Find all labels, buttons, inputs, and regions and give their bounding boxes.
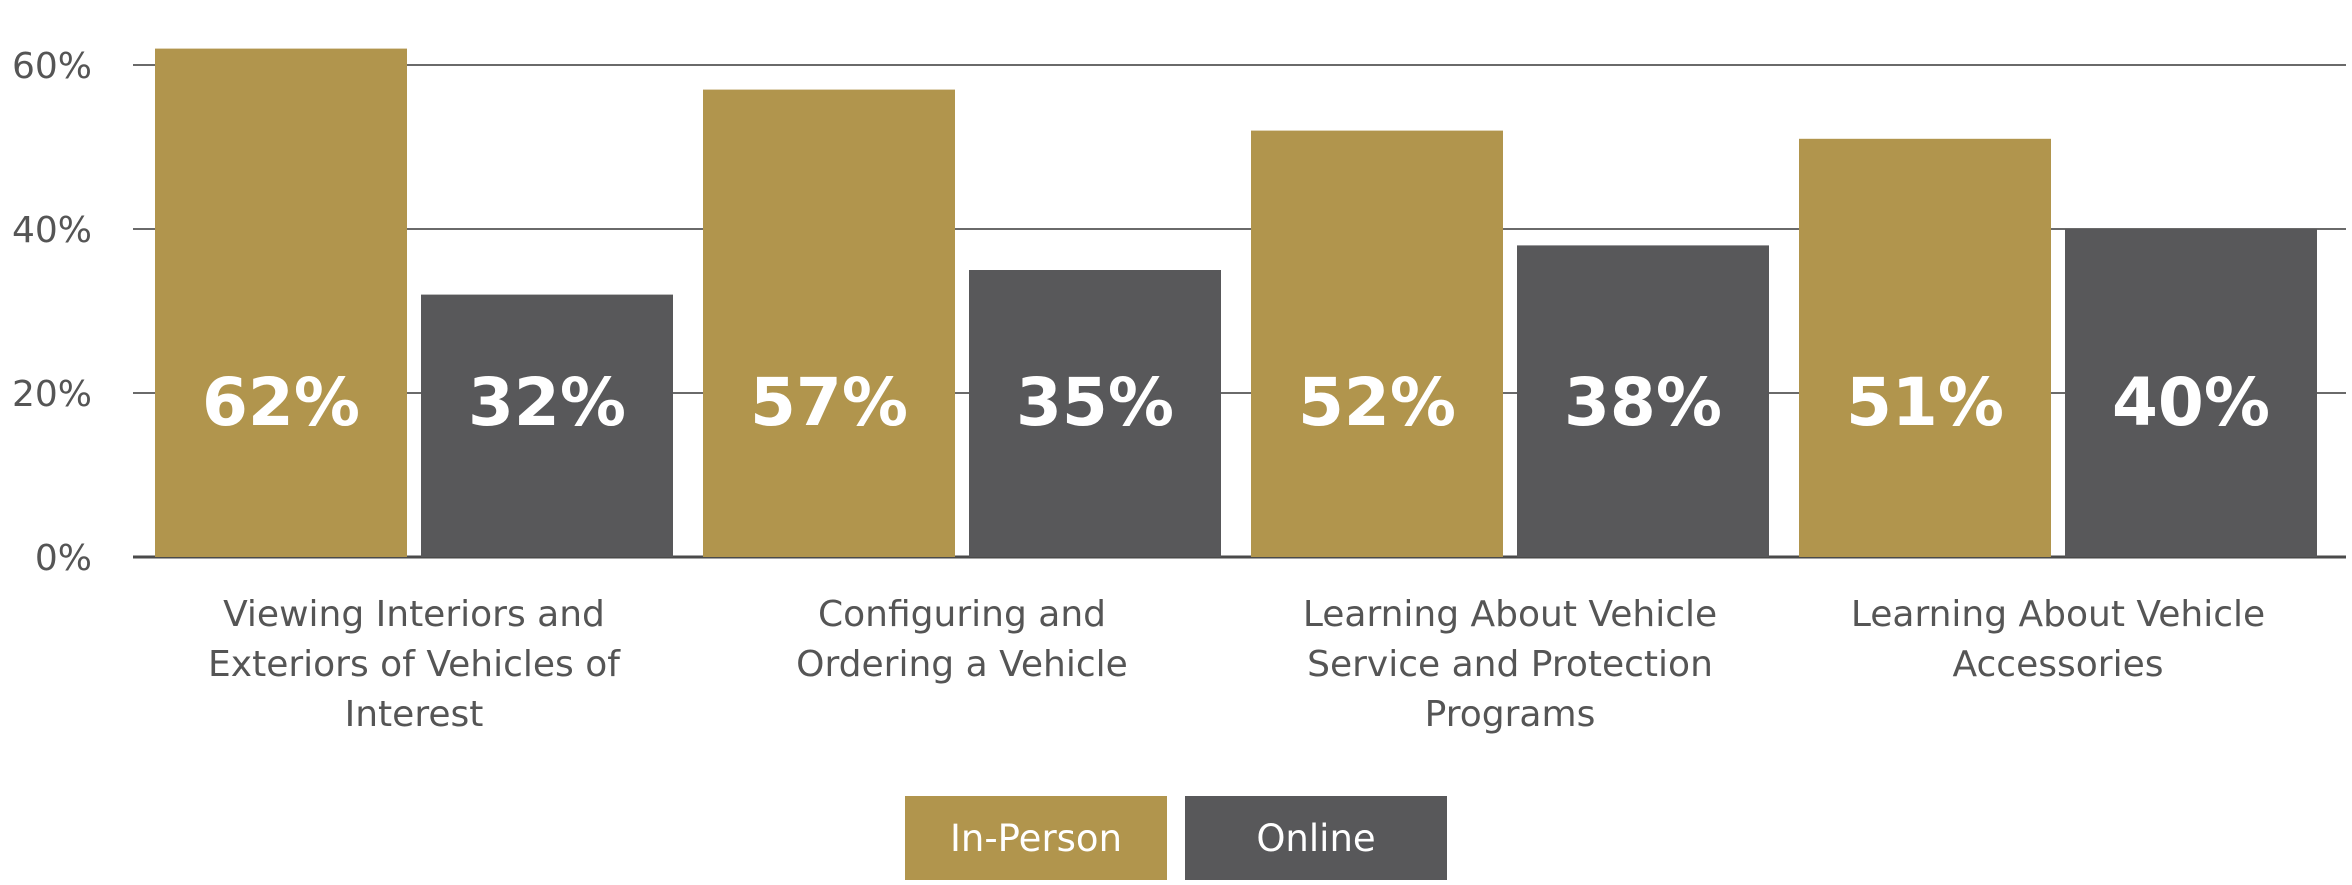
legend-item-online: Online bbox=[1185, 796, 1447, 880]
y-tick-label: 60% bbox=[12, 46, 92, 87]
bar-chart: 0% 20% 40% 60% 62% 32% Viewing Interiors and Ex… bbox=[12, 46, 2346, 735]
bar-online bbox=[969, 270, 1221, 557]
category-label: Learning About Vehicle bbox=[1303, 594, 1717, 635]
category-label: Service and Protection bbox=[1307, 644, 1713, 685]
bar-value-label: 57% bbox=[750, 364, 908, 441]
category-label: Ordering a Vehicle bbox=[796, 644, 1128, 685]
bar-value-label: 62% bbox=[202, 364, 360, 441]
legend-label-in-person: In-Person bbox=[949, 816, 1123, 860]
category-label: Exteriors of Vehicles of bbox=[208, 644, 621, 685]
category-label: Interest bbox=[345, 694, 484, 735]
legend: In-Person Online bbox=[0, 796, 2352, 880]
category-label: Configuring and bbox=[818, 594, 1106, 635]
legend-item-in-person: In-Person bbox=[905, 796, 1167, 880]
bar-online bbox=[1517, 245, 1769, 557]
y-tick-label: 40% bbox=[12, 210, 92, 251]
y-tick-label: 0% bbox=[35, 538, 92, 579]
category-label: Accessories bbox=[1953, 644, 2164, 685]
bar-online bbox=[421, 294, 673, 557]
bar-value-label: 32% bbox=[468, 364, 626, 441]
bar-value-label: 51% bbox=[1846, 364, 2004, 441]
bar-value-label: 35% bbox=[1016, 364, 1174, 441]
bar-in-person bbox=[1799, 138, 2051, 558]
category-label: Learning About Vehicle bbox=[1851, 594, 2265, 635]
legend-label-online: Online bbox=[1256, 816, 1376, 860]
bar-in-person bbox=[703, 89, 955, 557]
bar-value-label: 40% bbox=[2112, 364, 2270, 441]
bar-value-label: 38% bbox=[1564, 364, 1722, 441]
bar-in-person bbox=[1251, 130, 1503, 557]
y-tick-label: 20% bbox=[12, 374, 92, 415]
bar-in-person bbox=[155, 48, 407, 557]
category-label: Programs bbox=[1425, 694, 1596, 735]
bar-online bbox=[2065, 229, 2317, 557]
bar-value-label: 52% bbox=[1298, 364, 1456, 441]
category-label: Viewing Interiors and bbox=[223, 594, 605, 635]
